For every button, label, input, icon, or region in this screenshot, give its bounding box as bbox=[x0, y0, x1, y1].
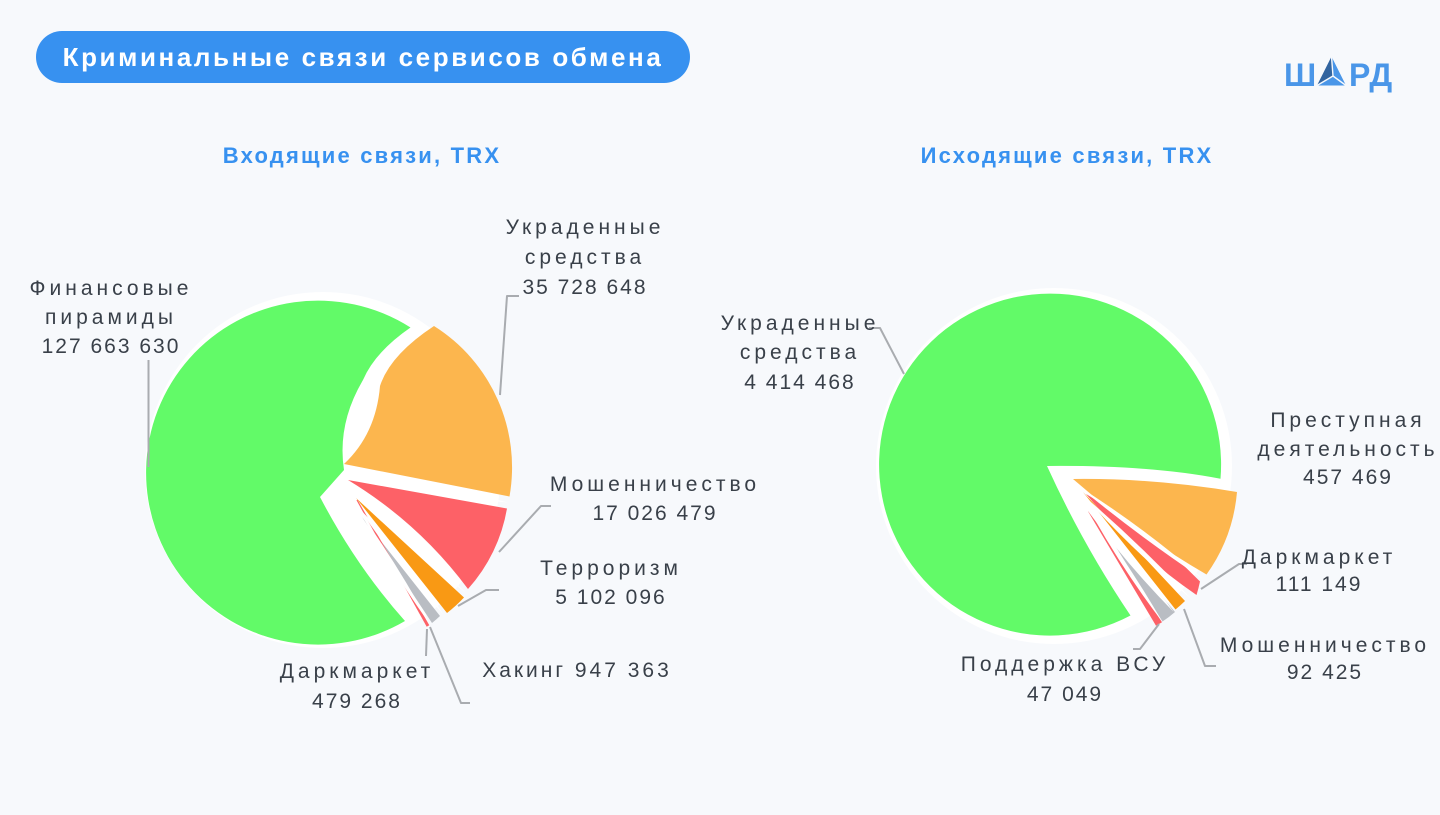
svg-text:457 469: 457 469 bbox=[1303, 466, 1393, 489]
svg-text:4 414 468: 4 414 468 bbox=[744, 371, 855, 394]
svg-text:35 728 648: 35 728 648 bbox=[522, 276, 647, 299]
svg-text:пирамиды: пирамиды bbox=[45, 306, 177, 329]
svg-text:Украденные: Украденные bbox=[721, 312, 880, 335]
svg-text:Мошенничество: Мошенничество bbox=[550, 473, 760, 496]
svg-text:Даркмаркет: Даркмаркет bbox=[280, 660, 435, 683]
svg-text:Исходящие связи, TRX: Исходящие связи, TRX bbox=[921, 143, 1214, 168]
svg-text:47 049: 47 049 bbox=[1027, 683, 1103, 706]
svg-text:средства: средства bbox=[525, 246, 645, 269]
svg-text:Даркмаркет: Даркмаркет bbox=[1242, 546, 1397, 569]
svg-text:17 026 479: 17 026 479 bbox=[592, 502, 717, 525]
svg-text:Ш: Ш bbox=[1284, 57, 1317, 93]
svg-text:Входящие связи, TRX: Входящие связи, TRX bbox=[223, 143, 501, 168]
svg-text:92 425: 92 425 bbox=[1287, 661, 1363, 684]
svg-text:Хакинг 947 363: Хакинг 947 363 bbox=[482, 659, 672, 682]
svg-text:111 149: 111 149 bbox=[1276, 573, 1363, 596]
svg-text:средства: средства bbox=[740, 341, 860, 364]
svg-text:Украденные: Украденные bbox=[506, 216, 665, 239]
svg-text:127 663 630: 127 663 630 bbox=[42, 335, 181, 358]
svg-text:Мошенничество: Мошенничество bbox=[1220, 634, 1430, 657]
svg-text:Преступная: Преступная bbox=[1270, 409, 1425, 432]
svg-text:479 268: 479 268 bbox=[312, 690, 402, 713]
svg-text:Поддержка ВСУ: Поддержка ВСУ bbox=[961, 653, 1170, 676]
svg-text:деятельность: деятельность bbox=[1257, 438, 1438, 461]
svg-text:Криминальные связи сервисов об: Криминальные связи сервисов обмена bbox=[63, 42, 664, 72]
svg-text:5 102 096: 5 102 096 bbox=[555, 586, 666, 609]
svg-text:Финансовые: Финансовые bbox=[30, 277, 193, 300]
svg-text:Терроризм: Терроризм bbox=[540, 557, 682, 580]
svg-text:РД: РД bbox=[1349, 57, 1393, 93]
